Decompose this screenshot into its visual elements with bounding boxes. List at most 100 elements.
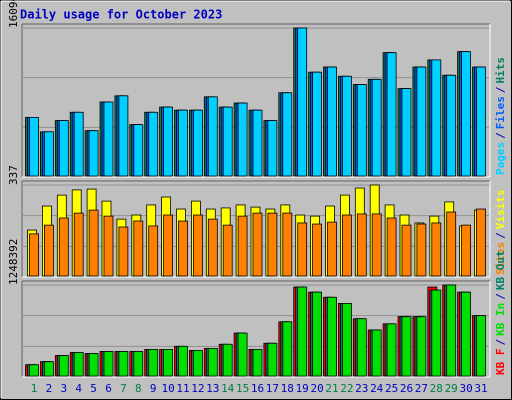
bar <box>88 130 99 177</box>
bar <box>252 348 263 377</box>
bar <box>371 329 382 377</box>
legend-entry: Files <box>494 96 507 129</box>
bar <box>133 220 144 277</box>
bar <box>416 316 427 377</box>
x-tick-label: 26 <box>400 382 413 395</box>
x-tick-label: 11 <box>176 382 189 395</box>
bar <box>341 303 352 377</box>
bar <box>222 343 233 377</box>
bar <box>178 220 188 277</box>
chart-title: Daily usage for October 2023 <box>20 8 222 22</box>
bar <box>356 318 367 377</box>
bar <box>88 209 99 277</box>
bar <box>312 223 323 277</box>
x-tick-label: 17 <box>266 382 279 395</box>
bar <box>401 316 412 377</box>
bar <box>73 212 84 277</box>
bar <box>207 96 218 177</box>
bar <box>118 351 129 377</box>
x-tick-label: 3 <box>60 382 67 395</box>
bar <box>282 212 293 277</box>
bar <box>371 213 382 277</box>
bar <box>237 215 248 277</box>
bar <box>401 88 412 177</box>
x-tick-label: 2 <box>46 382 53 395</box>
bar <box>163 106 174 177</box>
bar <box>222 106 233 177</box>
bar <box>163 214 174 277</box>
x-tick-label: 16 <box>251 382 264 395</box>
bar <box>252 109 263 177</box>
legend-separator: / <box>494 232 507 239</box>
bar <box>401 224 412 277</box>
bar <box>192 214 203 277</box>
x-tick-label: 4 <box>75 382 82 395</box>
bar <box>58 355 69 377</box>
x-tick-label: 9 <box>150 382 157 395</box>
legend: KB F / KB In / KB Out <box>494 250 507 375</box>
bar <box>103 351 114 377</box>
bar <box>29 364 39 377</box>
x-tick-label: 25 <box>385 382 398 395</box>
y-tick-label: 337 <box>7 165 20 185</box>
legend-entry: Pages <box>494 142 507 175</box>
x-tick-label: 15 <box>236 382 249 395</box>
bar <box>44 131 54 177</box>
bar <box>446 211 457 277</box>
bar <box>476 208 486 277</box>
x-tick-label: 30 <box>459 382 472 395</box>
bar <box>118 226 129 277</box>
bar <box>237 102 248 177</box>
bar <box>178 109 188 177</box>
x-tick-label: 23 <box>355 382 368 395</box>
bar <box>148 225 159 277</box>
bar <box>222 224 233 277</box>
bar <box>237 332 248 377</box>
bar <box>29 116 39 177</box>
x-tick-label: 28 <box>430 382 443 395</box>
x-tick-label: 12 <box>191 382 204 395</box>
x-tick-label: 20 <box>310 382 323 395</box>
x-tick-label: 5 <box>90 382 97 395</box>
bar <box>133 124 144 177</box>
x-tick-label: 10 <box>161 382 174 395</box>
bar <box>312 71 323 177</box>
bar <box>148 348 159 377</box>
bar <box>44 361 54 377</box>
x-tick-label: 14 <box>221 382 235 395</box>
legend-entry: Visits <box>494 190 507 230</box>
bar <box>207 218 218 277</box>
legend: Pages / Files / Hits <box>494 57 507 175</box>
bar <box>29 233 39 277</box>
bar <box>267 212 278 277</box>
bar <box>461 224 472 277</box>
bar <box>416 223 427 277</box>
x-tick-label: 18 <box>281 382 294 395</box>
legend-separator: / <box>494 339 507 346</box>
legend-entry: KB F <box>494 349 507 376</box>
bar <box>267 342 278 377</box>
bar <box>192 109 203 177</box>
bar <box>461 291 472 377</box>
bar <box>461 51 472 177</box>
x-tick-label: 7 <box>120 382 127 395</box>
x-tick-label: 31 <box>474 382 487 395</box>
bar <box>103 101 114 177</box>
bar <box>73 352 84 377</box>
y-tick-label: 16096 <box>7 0 20 28</box>
bar <box>297 286 308 377</box>
bar <box>386 323 397 377</box>
legend-entry: Sites <box>494 242 507 275</box>
bar <box>163 348 174 377</box>
bar <box>327 221 337 277</box>
bar <box>431 59 442 177</box>
bar <box>356 84 367 177</box>
legend: Sites / Visits <box>494 190 507 276</box>
bar <box>446 74 457 177</box>
x-tick-label: 8 <box>135 382 142 395</box>
x-tick-label: 13 <box>206 382 219 395</box>
bar <box>44 224 54 277</box>
x-tick-label: 19 <box>296 382 309 395</box>
legend-separator: / <box>494 293 507 300</box>
